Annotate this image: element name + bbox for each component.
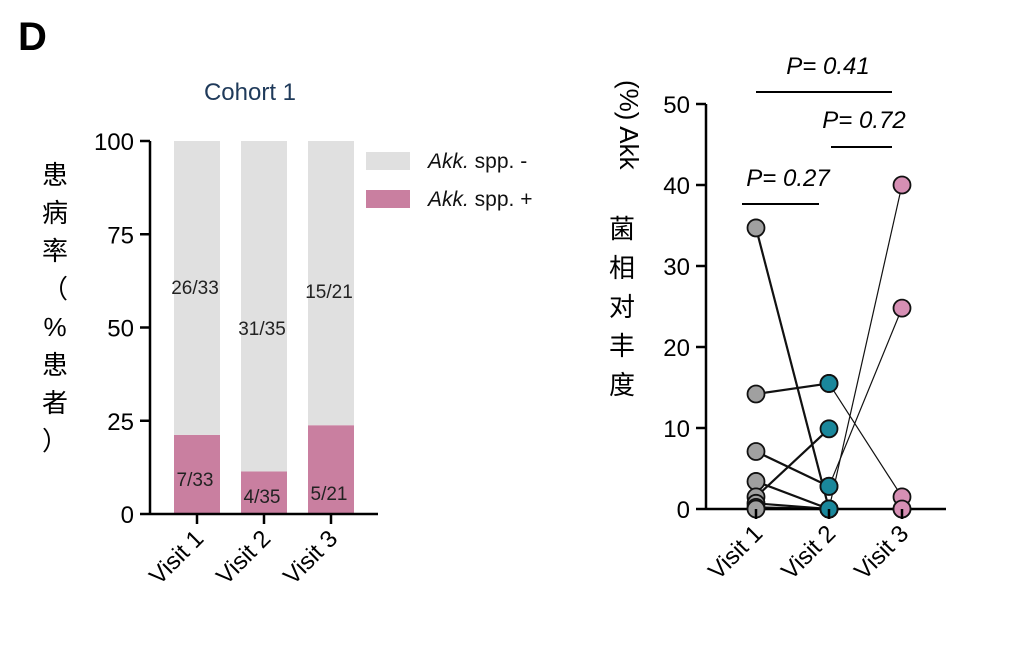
- y-tick-label: 0: [121, 502, 134, 529]
- data-point-visit-2: [819, 476, 839, 496]
- p-value-label: P= 0.27: [746, 165, 831, 192]
- x-tick-label: Visit 1: [144, 525, 209, 590]
- y-axis-label-char: %: [43, 312, 66, 342]
- y-tick-label: 30: [663, 254, 690, 281]
- y-axis-label-char: 相: [609, 253, 635, 283]
- y-tick-label: 75: [107, 222, 134, 249]
- panel-label: D: [18, 15, 47, 59]
- y-tick-label: 0: [677, 497, 690, 524]
- y-axis-label-char: 率: [42, 236, 68, 266]
- y-axis-label-char: 度: [609, 370, 635, 400]
- bar-segment-negative-3: [308, 141, 354, 426]
- y-axis-label-char: 菌: [609, 214, 635, 244]
- subject-line: [828, 184, 903, 510]
- y-axis-label-char: （: [42, 274, 68, 304]
- y-axis-label-char: ）: [42, 426, 68, 456]
- bar-segment-negative-2: [241, 141, 287, 472]
- legend-entry: Akk. spp. -: [426, 150, 527, 173]
- bar-segment-positive-2: [241, 471, 287, 514]
- y-axis-label-char: 患: [42, 160, 68, 190]
- subject-line: [828, 383, 903, 498]
- bar-label-positive: 7/33: [177, 470, 214, 491]
- bar-label-positive: 4/35: [244, 487, 281, 508]
- subject-line: [828, 307, 903, 487]
- y-axis-label-head: (%) Akk: [614, 80, 644, 171]
- bar-segment-negative-1: [174, 141, 220, 435]
- subject-lines: [754, 184, 903, 511]
- bar-label-positive: 5/21: [311, 484, 348, 505]
- y-tick-label: 20: [663, 335, 690, 362]
- data-point-visit-3: [892, 175, 912, 195]
- chart-title: Cohort 1: [204, 79, 296, 106]
- y-axis-label-char: 病: [42, 198, 68, 228]
- y-tick-label: 50: [107, 316, 134, 343]
- y-axis-label-char: 丰: [609, 331, 635, 361]
- data-point-visit-1: [746, 384, 766, 404]
- data-point-visit-1: [746, 442, 766, 461]
- data-point-visit-3: [892, 298, 912, 318]
- data-point-visit-1: [746, 472, 766, 491]
- bar-segment-positive-3: [308, 425, 354, 514]
- subject-line: [754, 227, 831, 510]
- y-tick-label: 50: [663, 92, 690, 119]
- data-point-visit-2: [819, 419, 839, 439]
- subject-line: [755, 382, 830, 396]
- y-tick-label: 40: [663, 173, 690, 200]
- bar-label-negative: 15/21: [305, 282, 353, 303]
- y-tick-label: 25: [107, 409, 134, 436]
- y-axis-label-char: 对: [609, 292, 635, 322]
- subject-line: [755, 450, 830, 488]
- data-point-visit-1: [746, 218, 766, 238]
- x-tick-label: Visit 1: [703, 520, 768, 585]
- subject-line: [755, 428, 830, 498]
- paired-scatter-chart: 0 10 20 30 40 50 Visit 1 Visit 2 Visit 3 (%) Akk 菌…: [609, 53, 946, 585]
- bar-segment-positive-1: [174, 434, 220, 514]
- legend-swatch: [366, 152, 410, 170]
- p-value-label: P= 0.41: [786, 53, 869, 80]
- p-value-label: P= 0.72: [822, 107, 905, 134]
- bar-label-negative: 31/35: [238, 319, 286, 340]
- y-tick-label: 100: [94, 129, 134, 156]
- legend-swatch: [366, 190, 410, 208]
- y-tick-label: 10: [663, 416, 690, 443]
- legend-entry: Akk. spp. +: [426, 188, 532, 211]
- data-point-visit-2: [819, 374, 839, 393]
- y-axis-label-char: 患: [42, 350, 68, 380]
- x-tick-label: Visit 2: [776, 520, 841, 585]
- stacked-bar-chart: Cohort 1 26/33 7/33 31/35 4/35 15/21 5/21 0 25 50…: [42, 79, 532, 590]
- bar-label-negative: 26/33: [171, 278, 219, 299]
- x-tick-label: Visit 3: [849, 520, 914, 585]
- y-axis-label-char: 者: [42, 388, 68, 418]
- x-tick-label: Visit 3: [278, 525, 343, 590]
- x-tick-label: Visit 2: [211, 525, 276, 590]
